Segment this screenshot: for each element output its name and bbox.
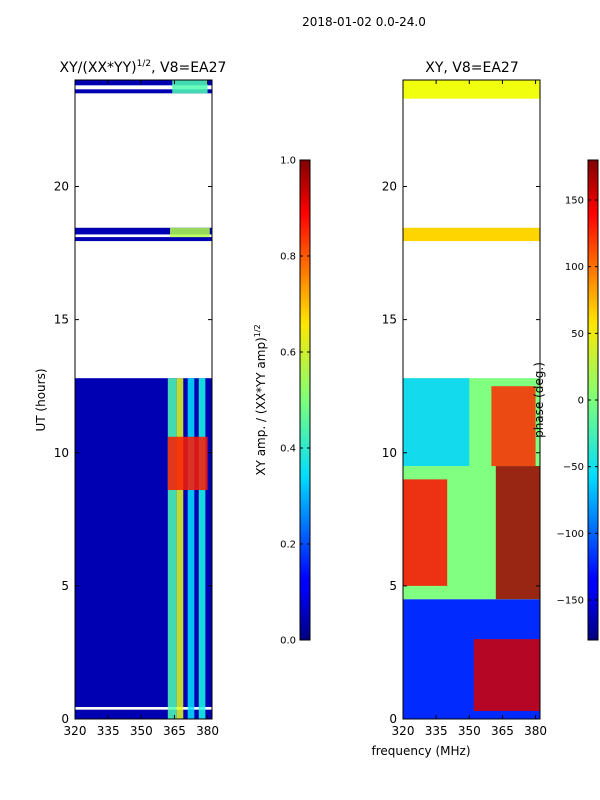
left-cbar-label-5: 1.0 [280,156,296,167]
left-xtick-label-1: 335 [97,724,120,738]
right-xtick-label-0: 320 [392,724,415,738]
left-feature-6 [172,80,208,94]
right-cbar-label-5: 100 [565,262,584,273]
right-plot: 320 335 350 365 380 0 5 10 15 20 [382,79,547,738]
right-xtick-label-4: 380 [524,724,547,738]
right-ytick-label-4: 20 [382,180,397,194]
right-ytick-label-2: 10 [382,446,397,460]
left-ytick-label-1: 5 [61,579,69,593]
right-xtick-label-2: 350 [458,724,481,738]
left-ytick-label-0: 0 [61,712,69,726]
right-cbar-label-2: −50 [563,462,584,473]
right-feature-1 [495,466,540,600]
suptitle: 2018-01-02 0.0-24.0 [302,15,426,29]
right-title: XY, V8=EA27 [425,60,519,76]
left-cbar-label-1: 0.2 [280,540,296,551]
right-cbar-label-4: 50 [571,329,584,340]
left-xtick-label-0: 320 [64,724,87,738]
left-feature-2 [187,378,195,719]
right-cbar-label-3: 0 [578,396,584,407]
left-xtick-label-2: 350 [130,724,153,738]
left-axes: 320 335 350 365 380 0 5 10 15 20 [54,80,219,738]
left-data-row-3 [75,227,212,235]
right-feature-0 [473,639,540,712]
left-title: XY/(XX*YY)1/2, V8=EA27 [60,59,227,76]
right-data-row-2 [403,227,540,242]
left-data-row-2 [75,237,212,242]
right-ytick-label-1: 5 [389,579,397,593]
right-plot-frame [402,79,541,720]
left-ylabel: UT (hours) [34,368,48,431]
left-colorbar-gradient [299,159,311,641]
left-data-row-4 [75,89,212,94]
right-xtick-label-3: 365 [491,724,514,738]
left-feature-0 [167,378,177,719]
left-cbar-label-0: 0.0 [280,636,296,647]
left-plot-frame [74,79,213,720]
right-cbar-label-0: −150 [557,596,584,607]
left-colorbar-label: XY amp. / (XX*YY amp)1/2 [253,324,268,475]
left-colorbar: 0.0 0.2 0.4 0.6 0.8 1.0 [280,156,311,647]
left-ytick-label-4: 20 [54,180,69,194]
right-feature-4 [403,378,470,467]
left-feature-3 [198,378,206,719]
left-ytick-label-3: 15 [54,313,69,327]
common-xlabel: frequency (MHz) [371,744,470,758]
left-data-row-5 [75,80,212,86]
right-cbar-label-1: −100 [557,529,584,540]
left-cbar-label-2: 0.4 [280,444,296,455]
right-colorbar-ticks: −150 −100 −50 0 50 100 150 [557,196,598,607]
left-ytick-label-2: 10 [54,446,69,460]
left-cbar-label-3: 0.6 [280,348,296,359]
left-xtick-label-3: 365 [163,724,186,738]
right-heatmap [403,80,540,719]
left-data-row-0 [75,709,212,719]
right-feature-3 [491,386,536,467]
right-feature-2 [403,479,448,586]
right-axes: 320 335 350 365 380 0 5 10 15 20 [382,80,547,738]
right-ytick-label-3: 15 [382,313,397,327]
left-feature-5 [170,227,210,238]
right-data-row-3 [403,80,540,99]
left-plot: 320 335 350 365 380 0 5 10 15 20 [54,79,219,738]
right-colorbar: −150 −100 −50 0 50 100 150 [557,159,599,641]
left-colorbar-ticks: 0.0 0.2 0.4 0.6 0.8 1.0 [280,156,310,647]
right-colorbar-label: phase (deg.) [532,362,546,438]
left-xtick-label-4: 380 [196,724,219,738]
left-cbar-label-4: 0.8 [280,252,296,263]
left-heatmap [75,80,212,719]
left-feature-4 [167,436,208,491]
right-ytick-label-0: 0 [389,712,397,726]
left-feature-1 [176,378,184,719]
right-cbar-label-6: 150 [565,196,584,207]
right-xtick-label-1: 335 [425,724,448,738]
